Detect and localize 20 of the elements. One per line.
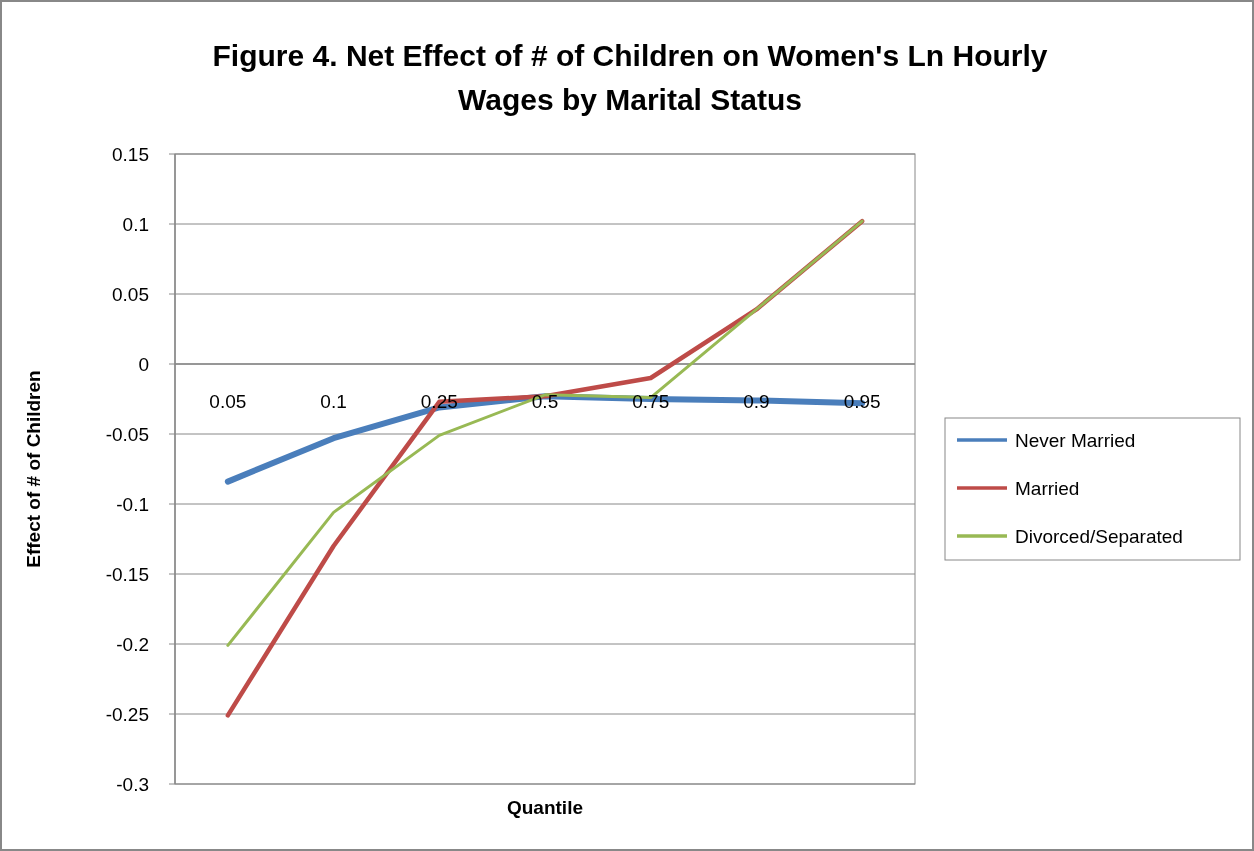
y-axis-title: Effect of # of Children bbox=[23, 370, 44, 568]
y-tick-label: 0.05 bbox=[112, 283, 149, 305]
legend-label: Married bbox=[1015, 477, 1080, 499]
y-tick-label: -0.3 bbox=[116, 773, 149, 795]
y-tick-label: -0.2 bbox=[116, 633, 149, 655]
y-tick-label: 0.15 bbox=[112, 143, 149, 165]
y-tick-label: 0 bbox=[138, 353, 149, 375]
y-tick-label: -0.1 bbox=[116, 493, 149, 515]
x-axis-title: Quantile bbox=[506, 797, 584, 818]
x-tick-label: 0.95 bbox=[843, 391, 881, 412]
chart-title: Figure 4. Net Effect of # of Children on Women's Ln Hourly Wages by Marital Status bbox=[212, 39, 1048, 116]
x-tick-label: 0.05 bbox=[209, 391, 247, 412]
y-tick-label: -0.15 bbox=[105, 563, 149, 585]
y-tick-label: -0.05 bbox=[105, 423, 149, 445]
y-tick-label: -0.25 bbox=[105, 703, 149, 725]
x-tick-label: 0.1 bbox=[320, 391, 347, 412]
x-tick-label: 0.75 bbox=[632, 391, 670, 412]
legend-label: Never Married bbox=[1015, 429, 1136, 451]
legend-label: Divorced/Separated bbox=[1015, 525, 1183, 547]
y-tick-label: 0.1 bbox=[122, 213, 149, 235]
